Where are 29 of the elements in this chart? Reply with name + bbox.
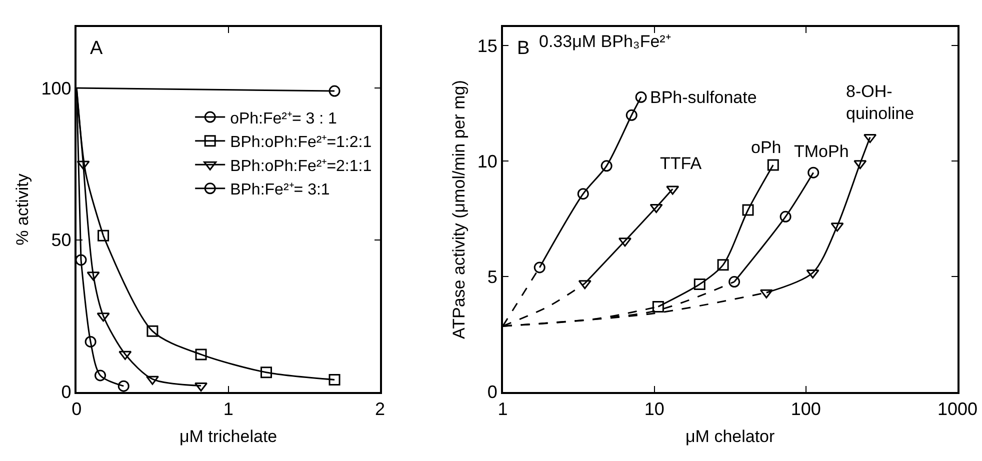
x-tick-label: 1 bbox=[498, 399, 508, 420]
x-tick-label: 10 bbox=[644, 399, 664, 420]
legend-label: oPh:Fe²⁺= 3 : 1 bbox=[230, 110, 338, 128]
text: A bbox=[90, 38, 103, 59]
y-tick-label: 0 bbox=[61, 382, 72, 402]
x-tick-label: 1000 bbox=[937, 399, 978, 420]
y-axis-title: ATPase activity (μmol/min per mg) bbox=[449, 80, 468, 339]
y-tick-label: 100 bbox=[41, 78, 72, 98]
x-axis-title: μM chelator bbox=[686, 427, 776, 446]
x-axis-title: μM trichelate bbox=[179, 427, 278, 446]
legend-label: BPh:Fe²⁺= 3:1 bbox=[230, 182, 330, 199]
series-label: BPh-sulfonate bbox=[650, 88, 757, 107]
y-tick-label: 50 bbox=[51, 230, 72, 250]
series-label: oPh bbox=[751, 138, 782, 157]
chart-subtitle: 0.33μM BPh₃Fe²⁺ bbox=[539, 32, 672, 51]
series-label: 8-OH- quinoline bbox=[846, 82, 914, 124]
y-tick-label: 5 bbox=[487, 266, 498, 287]
y-axis-title: % activity bbox=[13, 173, 32, 246]
series-label: TTFA bbox=[660, 154, 702, 173]
legend-label: BPh:oPh:Fe²⁺=1:2:1 bbox=[230, 134, 372, 152]
x-tick-label: 100 bbox=[790, 399, 821, 420]
y-tick-label: 0 bbox=[487, 382, 498, 402]
series-label: TMoPh bbox=[794, 142, 849, 161]
x-tick-label: 2 bbox=[375, 399, 386, 420]
x-tick-label: 1 bbox=[223, 399, 234, 420]
legend-label: BPh:oPh:Fe²⁺=2:1:1 bbox=[230, 158, 372, 175]
text: B bbox=[517, 38, 530, 59]
y-tick-label: 10 bbox=[477, 151, 498, 172]
y-tick-label: 15 bbox=[477, 36, 498, 56]
